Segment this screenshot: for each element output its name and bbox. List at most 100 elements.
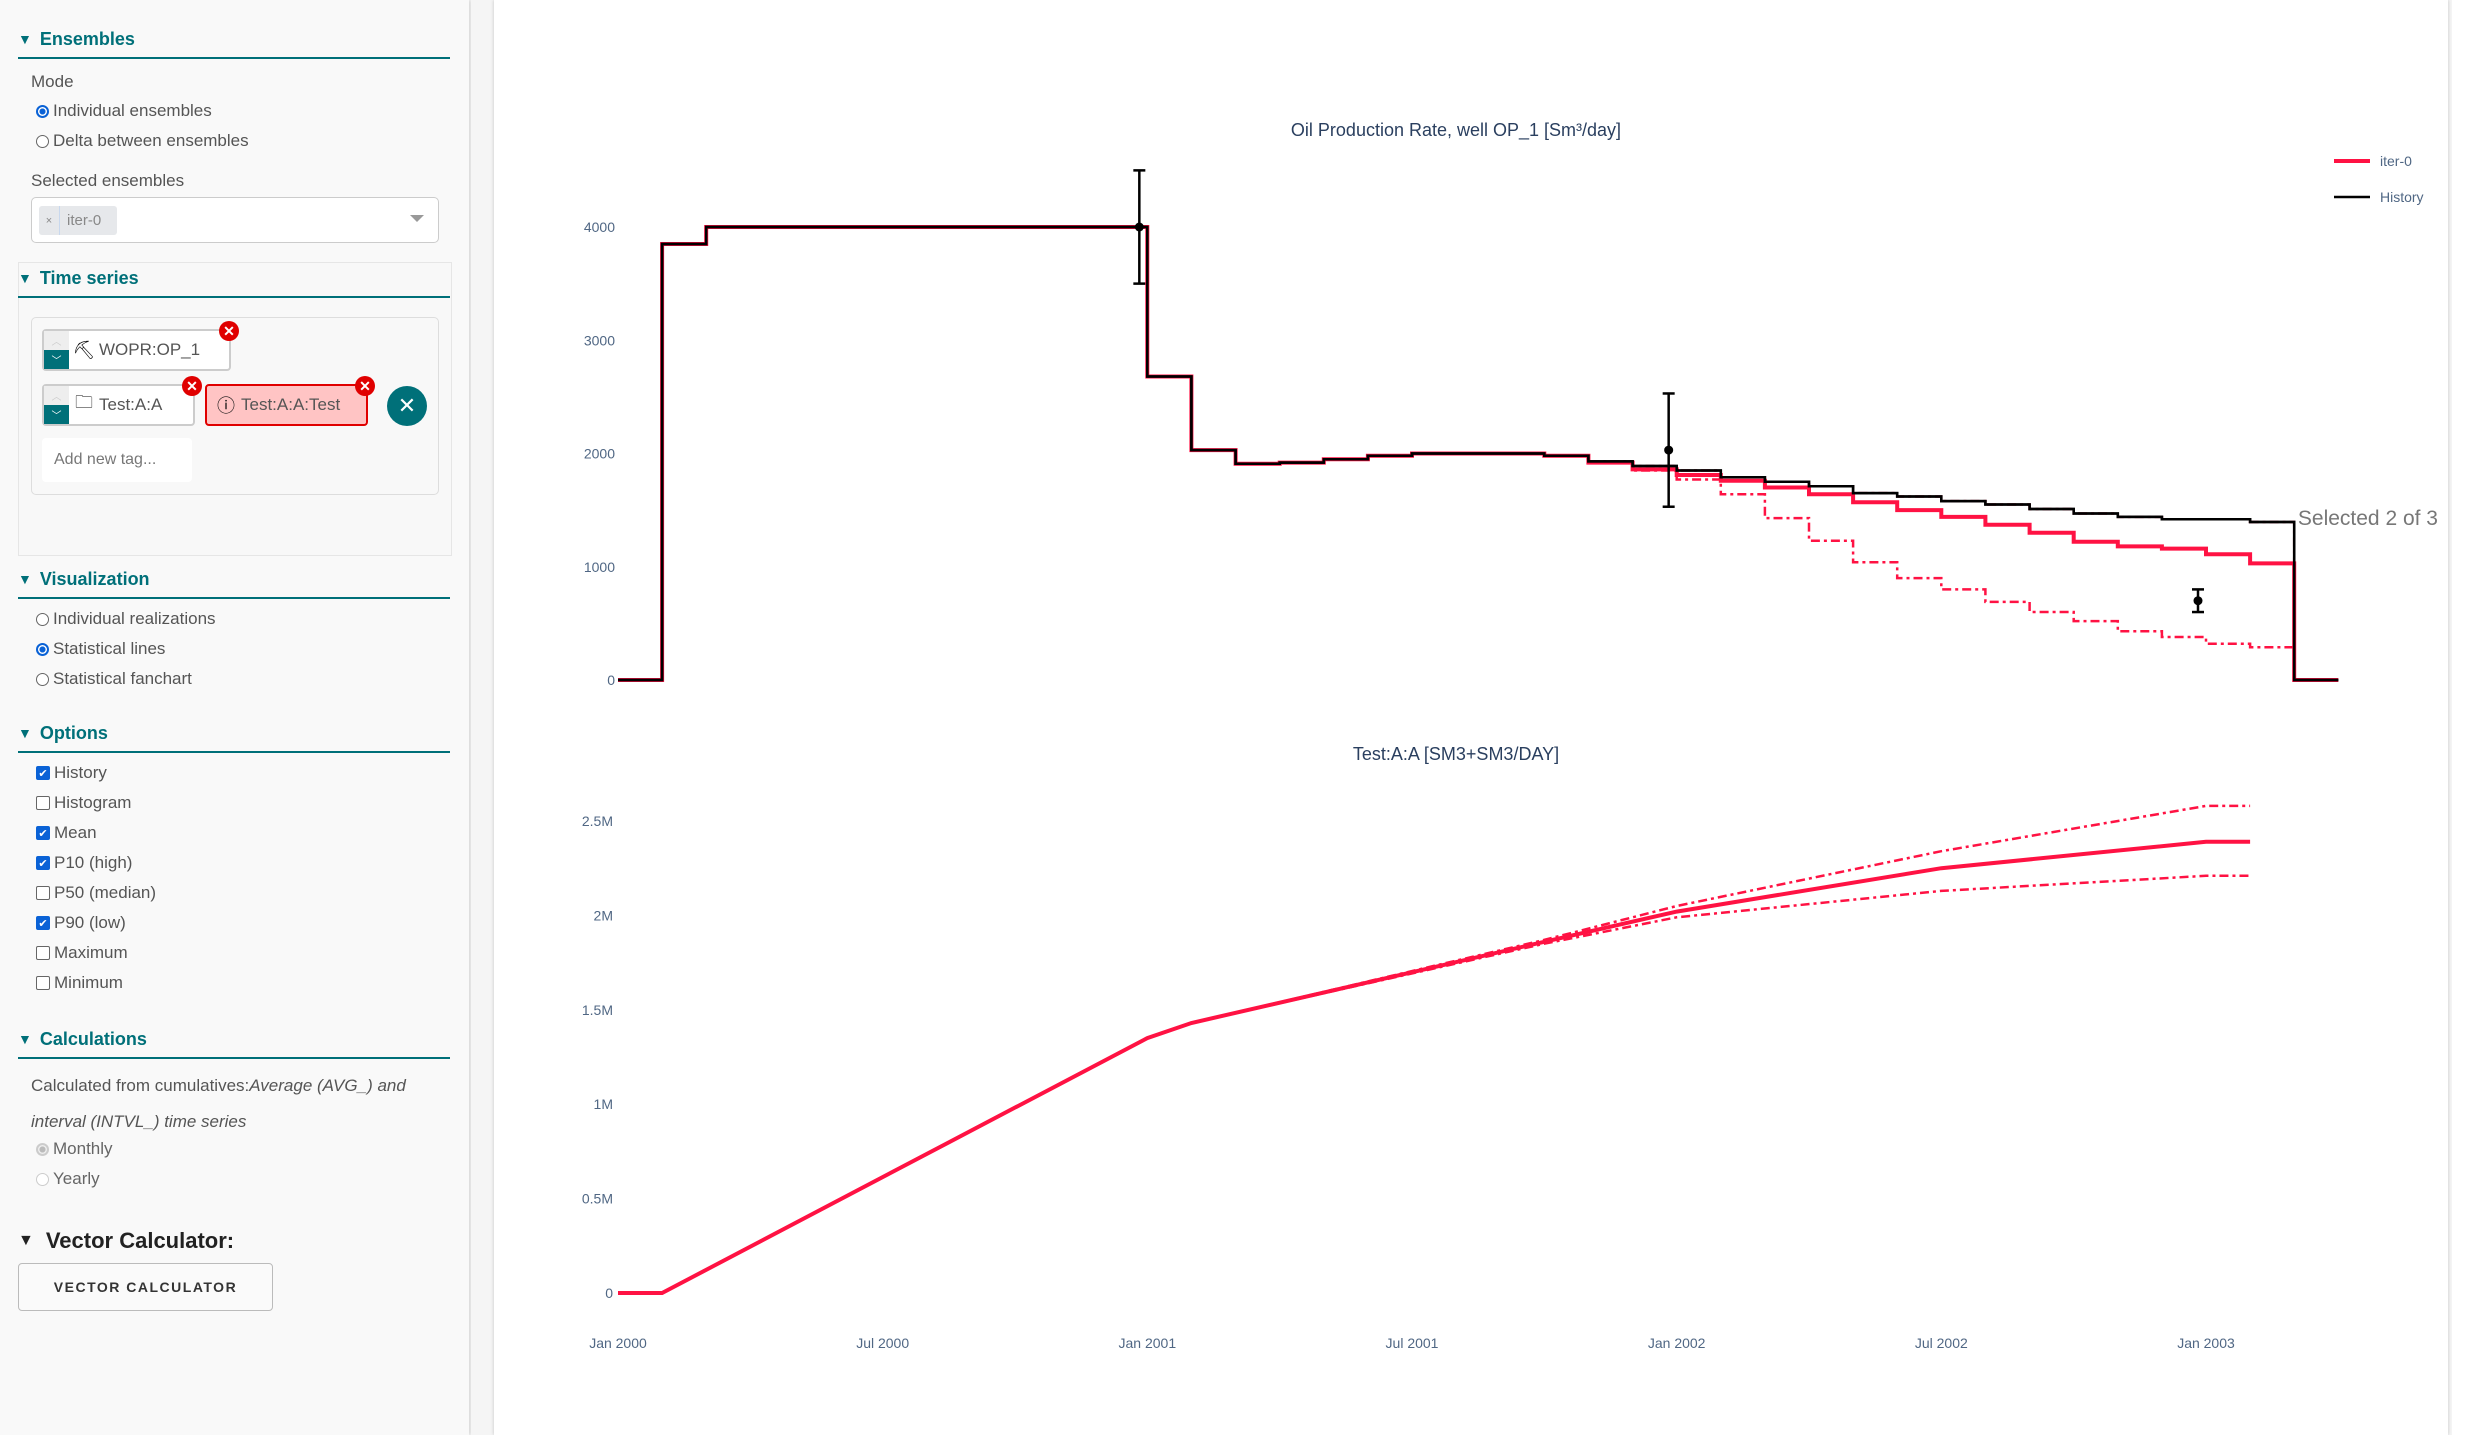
mode-radio-delta[interactable]: Delta between ensembles (36, 131, 249, 151)
radio-label: Statistical fanchart (53, 669, 192, 688)
option-mean[interactable]: ✔ Mean (36, 823, 97, 843)
option-p90[interactable]: ✔ P90 (low) (36, 913, 126, 933)
x-tick-label: Jul 2000 (856, 1335, 909, 1351)
checkbox-checked-icon[interactable]: ✔ (36, 916, 50, 930)
observation-point[interactable] (2193, 596, 2203, 606)
section-title: Calculations (39, 1028, 147, 1049)
section-title: Ensembles (39, 28, 135, 49)
section-title: Visualization (39, 568, 150, 589)
section-header-ensembles[interactable]: ▼ Ensembles (18, 21, 450, 59)
checkbox-label: Minimum (54, 973, 123, 992)
observation-point[interactable] (1664, 445, 1674, 455)
top-chart-y-axis: 0 1000 2000 3000 4000 (584, 219, 615, 688)
viz-radio-fanchart[interactable]: Statistical fanchart (36, 669, 192, 689)
x-tick-label: Jan 2001 (1119, 1335, 1177, 1351)
chevron-up-icon[interactable]: ︿ (44, 386, 69, 405)
freq-radio-yearly[interactable]: Yearly (36, 1169, 100, 1189)
radio-label: Individual ensembles (53, 101, 212, 120)
option-maximum[interactable]: Maximum (36, 943, 128, 963)
freq-radio-monthly[interactable]: Monthly (36, 1139, 113, 1159)
section-title: Vector Calculator: (45, 1228, 235, 1253)
panel-gap (471, 0, 492, 1435)
calc-text-italic: Average (AVG_) and interval (INTVL_) tim… (31, 1076, 406, 1131)
calc-text-plain: Calculated from cumulatives: (31, 1076, 250, 1095)
section-header-calculations[interactable]: ▼ Calculations (18, 1021, 450, 1059)
tag-test-a-a-test-invalid[interactable]: ⓘ Test:A:A:Test (205, 384, 368, 426)
option-histogram[interactable]: Histogram (36, 793, 131, 813)
viz-radio-individual[interactable]: Individual realizations (36, 609, 216, 629)
checkbox-icon[interactable] (36, 946, 50, 960)
mode-label: Mode (31, 72, 74, 91)
chevron-up-icon[interactable]: ︿ (44, 331, 69, 350)
close-icon[interactable]: ✕ (182, 376, 202, 396)
y-tick-label: 0.5M (582, 1191, 613, 1207)
radio-label: Yearly (53, 1169, 100, 1188)
radio-icon[interactable] (36, 134, 49, 148)
y-tick-label: 2000 (584, 446, 615, 462)
option-p10[interactable]: ✔ P10 (high) (36, 853, 132, 873)
option-minimum[interactable]: Minimum (36, 973, 123, 993)
chart-title-oil-rate: Oil Production Rate, well OP_1 [Sm³/day] (1291, 120, 1621, 141)
checkbox-label: History (54, 763, 107, 782)
selected-ensembles-label: Selected ensembles (31, 171, 185, 190)
close-icon[interactable]: ✕ (219, 321, 239, 341)
section-header-options[interactable]: ▼ Options (18, 715, 450, 753)
tag-label: Test:A:A:Test (241, 395, 341, 414)
collapse-triangle-icon: ▼ (18, 1232, 34, 1249)
vector-calculator-header[interactable]: ▼ Vector Calculator: (18, 1228, 234, 1254)
chip-remove-icon[interactable]: × (39, 206, 60, 235)
vector-calculator-button[interactable]: VECTOR CALCULATOR (18, 1263, 273, 1311)
checkbox-checked-icon[interactable]: ✔ (36, 766, 50, 780)
checkbox-label: Maximum (54, 943, 128, 962)
legend-label-iter0[interactable]: iter-0 (2380, 153, 2412, 169)
legend-label-history[interactable]: History (2380, 189, 2424, 205)
tag-reorder[interactable]: ︿ ﹀ (44, 386, 69, 424)
x-tick-label: Jan 2003 (2177, 1335, 2235, 1351)
observation-point[interactable] (1134, 222, 1144, 232)
radio-icon[interactable] (36, 612, 49, 626)
checkbox-icon[interactable] (36, 886, 50, 900)
section-header-time-series[interactable]: ▼ Time series (18, 260, 450, 298)
close-icon[interactable]: ✕ (355, 376, 375, 396)
radio-icon[interactable] (36, 104, 49, 118)
radio-label: Delta between ensembles (53, 131, 249, 150)
folder-plus-icon: 🗀 (75, 392, 93, 412)
clear-all-button[interactable]: ✕ (387, 386, 427, 426)
x-tick-label: Jul 2001 (1386, 1335, 1439, 1351)
chevron-down-icon[interactable]: ﹀ (44, 350, 69, 369)
option-history[interactable]: ✔ History (36, 763, 107, 783)
ensemble-select[interactable]: × iter-0 (31, 197, 439, 243)
checkbox-icon[interactable] (36, 976, 50, 990)
tag-reorder[interactable]: ︿ ﹀ (44, 331, 69, 369)
radio-icon[interactable] (36, 1142, 49, 1156)
y-tick-label: 1M (594, 1096, 613, 1112)
checkbox-label: Histogram (54, 793, 132, 812)
checkbox-checked-icon[interactable]: ✔ (36, 856, 50, 870)
series-iter-0-mean (618, 839, 2251, 1295)
mode-radio-individual[interactable]: Individual ensembles (36, 101, 212, 121)
add-tag-input[interactable]: Add new tag... (42, 438, 192, 482)
right-strip (2452, 0, 2471, 1435)
tag-test-a-a[interactable]: ︿ ﹀ 🗀 Test:A:A (42, 384, 195, 426)
viz-radio-statistical-lines[interactable]: Statistical lines (36, 639, 165, 659)
chevron-down-icon[interactable]: ﹀ (44, 405, 69, 424)
series-iter-0-p90 (618, 874, 2251, 1295)
checkbox-icon[interactable] (36, 796, 50, 810)
radio-icon[interactable] (36, 672, 49, 686)
radio-icon[interactable] (36, 1172, 49, 1186)
checkbox-checked-icon[interactable]: ✔ (36, 826, 50, 840)
chevron-down-icon[interactable] (410, 215, 424, 222)
chart-title-test-a-a: Test:A:A [SM3+SM3/DAY] (1353, 744, 1559, 764)
checkbox-label: P50 (median) (54, 883, 157, 902)
main-panel (494, 0, 2448, 1435)
radio-icon[interactable] (36, 642, 49, 656)
section-title: Options (39, 722, 108, 743)
tag-wopr-op1[interactable]: ︿ ﹀ ⛏ WOPR:OP_1 (42, 329, 231, 371)
collapse-triangle-icon: ▼ (18, 270, 32, 286)
section-header-visualization[interactable]: ▼ Visualization (18, 561, 450, 599)
selected-count: Selected 2 of 3 (2297, 507, 2438, 530)
option-p50[interactable]: P50 (median) (36, 883, 156, 903)
legend[interactable]: iter-0 History (2334, 153, 2424, 205)
x-tick-label: Jan 2000 (589, 1335, 647, 1351)
